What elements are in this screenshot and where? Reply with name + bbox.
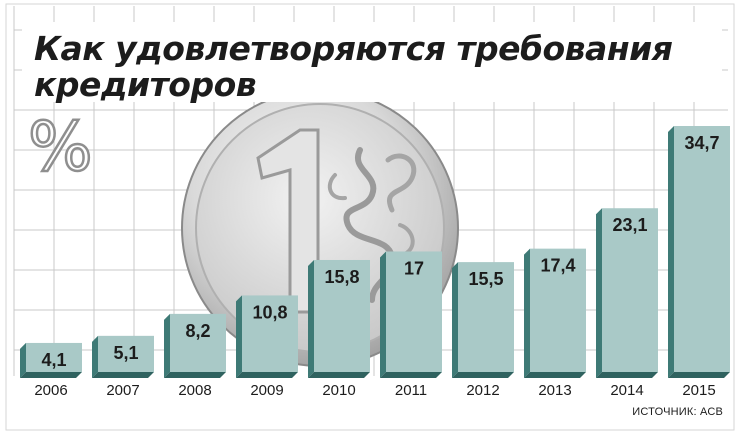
- x-tick-label: 2010: [322, 382, 355, 399]
- bar-value-label: 10,8: [252, 302, 287, 322]
- chart-frame: [5, 3, 735, 431]
- bar-side: [164, 313, 170, 378]
- bar-side: [236, 295, 242, 378]
- bar: [314, 259, 370, 372]
- bar-side: [92, 335, 98, 378]
- bars: 4,1 5,1 8,2 10,8 15,8 17 15,5 17,4 23,1 34,7: [20, 126, 730, 378]
- x-axis-labels: 2006 2007 2008 2009 2010 2011 2012 2013 2014 2015: [34, 382, 715, 399]
- bar: [602, 208, 658, 372]
- x-tick-label: 2009: [250, 382, 283, 399]
- bar: [386, 251, 442, 372]
- x-tick-label: 2011: [395, 382, 427, 399]
- bar-side: [308, 259, 314, 378]
- bar-side: [452, 262, 458, 378]
- bar-value-label: 17,4: [540, 256, 575, 276]
- percent-icon: %: [27, 107, 94, 189]
- bar-bottom: [308, 372, 370, 378]
- bar-value-label: 23,1: [612, 215, 647, 235]
- chart-title-line-1: Как удовлетворяются требования: [34, 29, 673, 68]
- bar: [26, 342, 82, 372]
- bar-bottom: [20, 372, 82, 378]
- bar: [170, 313, 226, 372]
- bar: [458, 262, 514, 372]
- bar-bottom: [524, 372, 586, 378]
- bar-side: [380, 251, 386, 378]
- x-tick-label: 2007: [106, 382, 139, 399]
- bar-value-label: 5,1: [113, 343, 138, 363]
- bar-side: [668, 126, 674, 378]
- title-block: Как удовлетворяются требования кредиторо…: [22, 22, 722, 104]
- x-tick-label: 2012: [466, 382, 499, 399]
- bar-bottom: [164, 372, 226, 378]
- bar-side: [20, 342, 26, 378]
- bar: [674, 126, 730, 372]
- bar-bottom: [668, 372, 730, 378]
- bar: [98, 335, 154, 372]
- bar-bottom: [236, 372, 298, 378]
- bar-side: [596, 208, 602, 378]
- bar-bottom: [452, 372, 514, 378]
- bar-bottom: [596, 372, 658, 378]
- x-tick-label: 2013: [538, 382, 571, 399]
- percent-sign: %: [28, 108, 93, 187]
- bar-value-label: 4,1: [41, 350, 66, 370]
- bar-bottom: [92, 372, 154, 378]
- x-tick-label: 2008: [178, 382, 211, 399]
- bar-value-label: 15,8: [324, 267, 359, 287]
- x-tick-label: 2015: [682, 382, 715, 399]
- bar: [242, 295, 298, 372]
- source-note: ИСТОЧНИК: АСВ: [632, 406, 723, 418]
- x-tick-label: 2014: [610, 382, 643, 399]
- bar-value-label: 8,2: [185, 321, 210, 341]
- bar-value-label: 15,5: [468, 269, 503, 289]
- bar-side: [524, 248, 530, 378]
- chart-title-line-2: кредиторов: [34, 65, 257, 104]
- bar-bottom: [380, 372, 442, 378]
- x-tick-label: 2006: [34, 382, 67, 399]
- bar: [530, 248, 586, 372]
- bar-value-label: 17: [404, 258, 424, 278]
- bar-value-label: 34,7: [684, 133, 719, 153]
